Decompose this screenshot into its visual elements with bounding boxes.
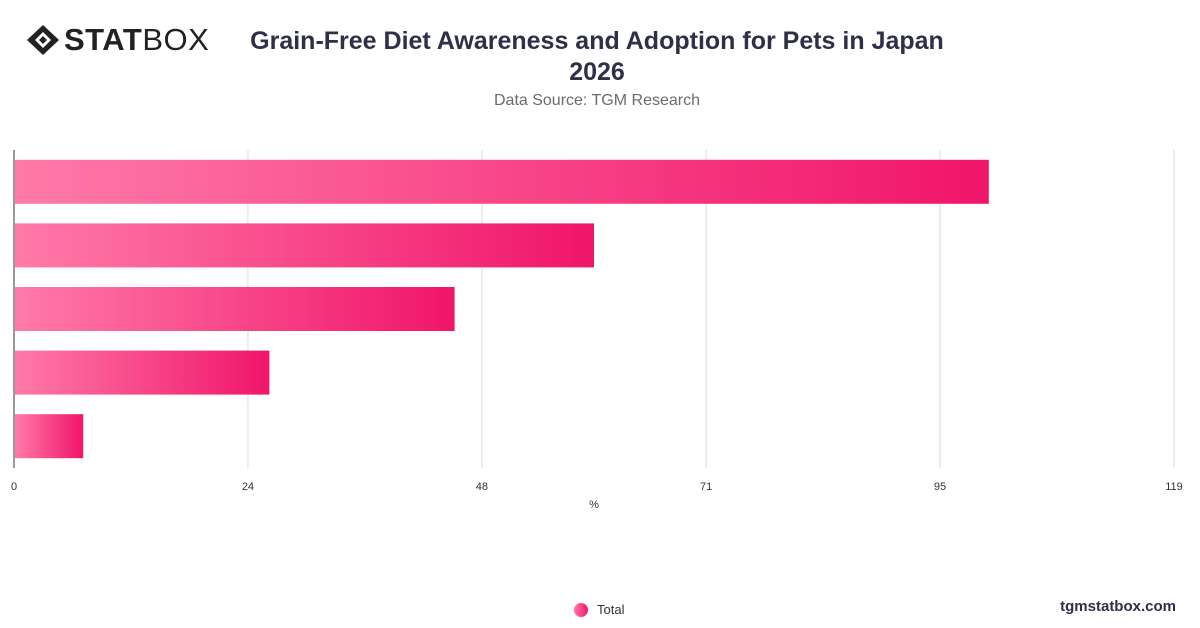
- logo-wordmark: STATBOX: [64, 24, 209, 56]
- bar-chart: 0 24 48 71 95 119%: [11, 150, 1183, 511]
- x-tick-label: 24: [242, 481, 254, 493]
- x-tick-label: 48: [476, 481, 488, 493]
- x-axis-label: %: [589, 499, 599, 511]
- bar: [15, 159, 989, 204]
- bar: [15, 414, 84, 459]
- statbox-logo: STATBOX: [26, 24, 209, 56]
- chart-title: Grain-Free Diet Awareness and Adoption f…: [250, 27, 944, 86]
- legend-label: Total: [597, 602, 625, 617]
- x-tick-label: 71: [700, 481, 712, 493]
- logo-text-light: BOX: [142, 22, 210, 57]
- logo-text-bold: STAT: [64, 22, 143, 57]
- x-tick-label: 0: [11, 481, 17, 493]
- footer-site: tgmstatbox.com: [1060, 598, 1176, 615]
- chart-legend[interactable]: Total: [574, 602, 624, 617]
- statbox-diamond-icon: [27, 25, 59, 55]
- x-tick-label: 95: [934, 481, 946, 493]
- chart-subtitle: Data Source: TGM Research: [493, 92, 700, 109]
- legend-marker: [574, 602, 588, 617]
- bar: [15, 223, 594, 268]
- x-tick-label: 119: [1165, 481, 1183, 493]
- bar: [15, 287, 455, 331]
- bar: [15, 350, 270, 395]
